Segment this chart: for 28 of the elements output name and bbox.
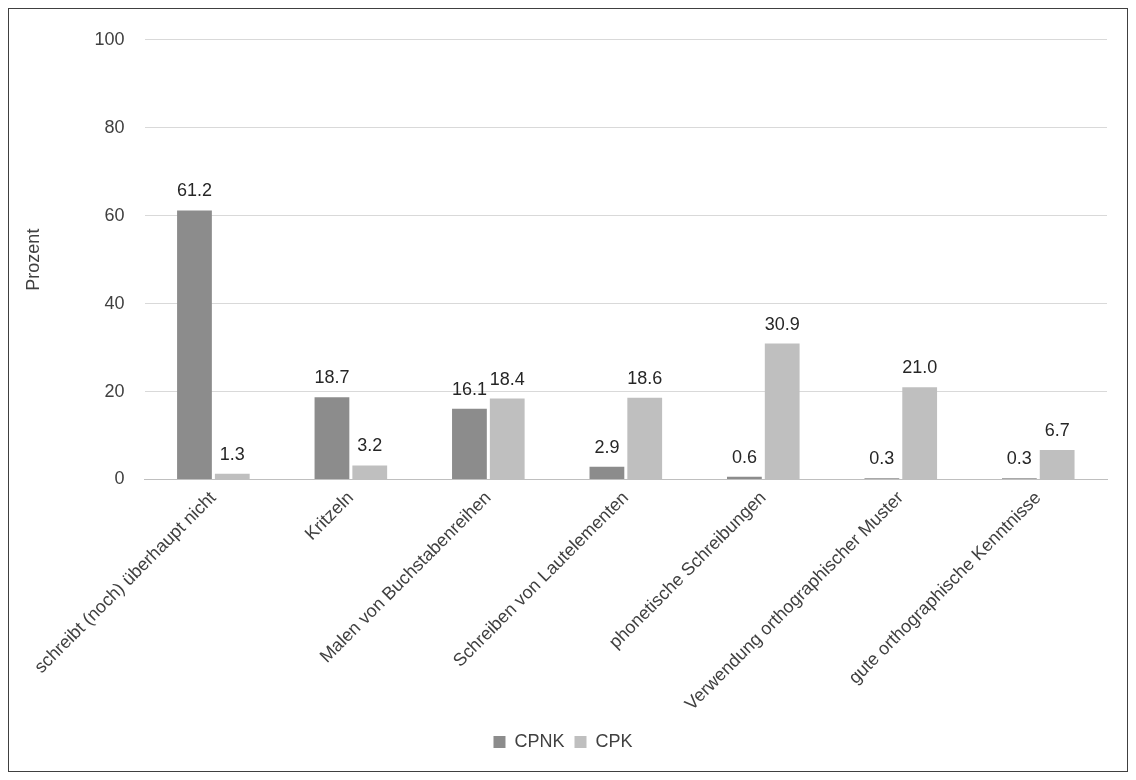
text: 18.6 (627, 367, 663, 388)
text: 21.0 (902, 357, 938, 378)
bar (452, 408, 487, 479)
text: 0.6 (731, 446, 757, 467)
text: 18.4 (489, 368, 525, 389)
bar (589, 466, 625, 479)
bar (727, 476, 762, 479)
y-tick-label: 80 (104, 116, 125, 137)
y-tick-label: 0 (114, 468, 125, 489)
legend-label: CPNK (514, 730, 565, 751)
text: 16.1 (451, 378, 487, 399)
text: 18.7 (314, 367, 350, 388)
y-tick-label: 40 (104, 292, 125, 313)
text: 2.9 (594, 436, 620, 457)
text: 3.2 (357, 435, 383, 456)
y-tick-label: 60 (104, 204, 125, 225)
bar (314, 397, 350, 479)
y-tick-label: 20 (104, 380, 125, 401)
bar (177, 210, 212, 479)
text: 30.9 (764, 313, 800, 334)
y-tick-label: 100 (94, 28, 125, 49)
text: 1.3 (219, 443, 245, 464)
text: 0.3 (869, 448, 895, 469)
text: 0.3 (1006, 448, 1032, 469)
text: 6.7 (1044, 419, 1070, 440)
legend-label: CPK (595, 730, 633, 751)
y-axis-title: Prozent (22, 228, 43, 291)
text: 61.2 (176, 180, 212, 201)
